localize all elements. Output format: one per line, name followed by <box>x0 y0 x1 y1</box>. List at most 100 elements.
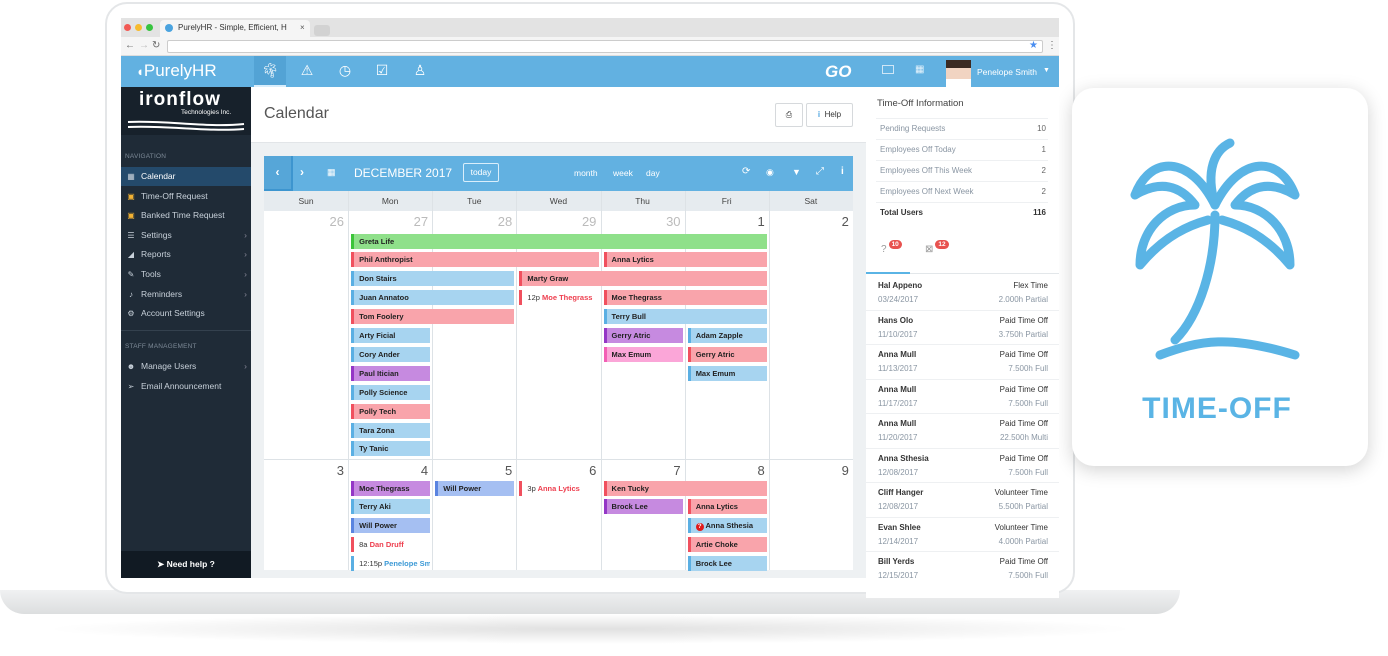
calendar-event[interactable]: Gerry Atric <box>603 328 683 343</box>
calendar-event[interactable]: Gerry Atric <box>687 346 767 362</box>
nav-time-off[interactable]: 🌴︎ <box>254 56 286 87</box>
calendar-event[interactable]: Moe Thegrass <box>351 480 431 496</box>
time-off-list-item[interactable]: Anna Mull 11/17/2017 Paid Time Off 7.500h F… <box>866 380 1059 414</box>
time-off-list-item[interactable]: Hans Olo 11/10/2017 Paid Time Off 3.750h Pa… <box>866 311 1059 345</box>
prev-month-button[interactable]: ‹ <box>264 156 293 191</box>
calendar-event[interactable]: 12p Moe Thegrass <box>519 290 598 306</box>
info-icon[interactable]: i <box>841 166 844 177</box>
nav-tasks[interactable]: ☑ <box>366 56 398 87</box>
filter-icon[interactable]: ▼ <box>792 167 801 177</box>
date-number[interactable]: 27 <box>413 214 429 229</box>
sidebar-item-time-off-request[interactable]: ▣ Time-Off Request <box>121 187 251 206</box>
calendar-event[interactable]: Tara Zona <box>351 422 431 438</box>
calendar-event[interactable]: 12:15p Penelope Smith <box>351 556 430 572</box>
calendar-picker-icon[interactable]: ▦ <box>327 167 336 177</box>
calendar-event[interactable]: Marty Graw <box>519 271 767 287</box>
browser-menu-icon[interactable]: ⋮ <box>1047 40 1057 51</box>
calendar-event[interactable]: Ty Tanic <box>351 441 431 457</box>
minimize-window-button[interactable] <box>135 24 142 31</box>
user-name[interactable]: Penelope Smith <box>977 67 1038 77</box>
date-number[interactable]: 29 <box>581 214 597 229</box>
sidebar-item-banked-time-request[interactable]: ▣ Banked Time Request <box>121 206 251 225</box>
time-off-list-item[interactable]: Hal Appeno 03/24/2017 Flex Time 2.000h Part… <box>866 276 1059 311</box>
time-off-list-item[interactable]: Anna Mull 11/13/2017 Paid Time Off 7.500h F… <box>866 345 1059 380</box>
print-button[interactable]: ⎙ <box>775 103 803 127</box>
refresh-icon[interactable]: ⟳ <box>742 166 751 177</box>
calendar-event[interactable]: Terry Bull <box>603 309 767 325</box>
date-number[interactable]: 8 <box>757 463 765 478</box>
need-help-button[interactable]: ➤ Need help ? <box>121 551 251 578</box>
calendar-event[interactable]: Tom Foolery <box>351 309 515 325</box>
bookmark-star-icon[interactable]: ★ <box>1029 40 1038 51</box>
calendar-event[interactable]: ? Anna Sthesia <box>687 518 767 534</box>
calendar-event[interactable]: Ken Tucky <box>603 480 767 496</box>
sidebar-item-calendar[interactable]: ▦ Calendar <box>121 167 251 186</box>
calendar-event[interactable]: Brock Lee <box>603 499 683 515</box>
nav-clock[interactable]: ◷ <box>329 56 361 87</box>
sidebar-item-account-settings[interactable]: ⚙ Account Settings <box>121 304 251 323</box>
calendar-event[interactable]: Artie Choke <box>687 537 767 553</box>
date-number[interactable]: 28 <box>497 214 513 229</box>
grid-icon[interactable]: ▦ <box>915 64 925 75</box>
view-month-button[interactable]: month <box>574 168 598 178</box>
sidebar-item-manage-users[interactable]: ☻ Manage Users › <box>121 357 251 376</box>
reload-icon[interactable]: ↻ <box>152 40 161 51</box>
date-number[interactable]: 3 <box>336 463 344 478</box>
expand-icon[interactable]: ⤢ <box>816 166 824 177</box>
calendar-event[interactable]: Moe Thegrass <box>603 290 767 306</box>
nav-staff[interactable]: ♙ <box>404 56 436 87</box>
tab-question-circle[interactable]: ? 10 <box>881 240 902 255</box>
avatar[interactable] <box>946 60 971 87</box>
go-logo[interactable]: GO <box>825 62 852 81</box>
eye-icon[interactable]: ◉ <box>766 167 774 177</box>
date-number[interactable]: 2 <box>841 214 849 229</box>
calendar-event[interactable]: Juan Annatoo <box>351 290 515 306</box>
date-number[interactable]: 4 <box>420 463 429 478</box>
calendar-event[interactable]: Terry Aki <box>351 499 431 515</box>
tab-calendar-x[interactable]: ⊠ 12 <box>925 240 949 255</box>
today-button[interactable]: today <box>463 163 499 182</box>
calendar-event[interactable]: Polly Tech <box>351 403 431 419</box>
user-caret-icon[interactable]: ▼ <box>1043 67 1050 74</box>
calendar-event[interactable]: Max Emum <box>603 346 683 362</box>
maximize-window-button[interactable] <box>146 24 153 31</box>
calendar-event[interactable]: Phil Anthropist <box>351 252 599 268</box>
sidebar-item-settings[interactable]: ☰ Settings › <box>121 226 251 245</box>
calendar-event[interactable]: 3p Anna Lytics <box>519 480 598 496</box>
calendar-event[interactable]: 8a Dan Druff <box>351 537 430 553</box>
calendar-event[interactable]: Paul Itician <box>351 365 431 381</box>
calendar-event[interactable]: Polly Science <box>351 384 431 400</box>
new-tab-button[interactable] <box>314 25 330 36</box>
close-window-button[interactable] <box>124 24 131 31</box>
view-week-button[interactable]: week <box>613 168 633 178</box>
sidebar-item-email-announcement[interactable]: ➢ Email Announcement <box>121 377 251 396</box>
calendar-event[interactable]: Anna Lytics <box>687 499 767 515</box>
sidebar-item-reminders[interactable]: ♪ Reminders › <box>121 285 251 304</box>
calendar-event[interactable]: Max Emum <box>687 365 767 381</box>
calendar-event[interactable]: Brock Lee <box>687 556 767 572</box>
calendar-event[interactable]: Will Power <box>351 518 431 534</box>
calendar-event[interactable]: Will Power <box>435 480 515 496</box>
calendar-event[interactable]: Arty Ficial <box>351 328 431 343</box>
sidebar-item-tools[interactable]: ✎ Tools › <box>121 265 251 284</box>
time-off-list-item[interactable]: Cliff Hanger 12/08/2017 Volunteer Time 5.50… <box>866 483 1059 518</box>
date-number[interactable]: 30 <box>666 214 681 229</box>
browser-tab[interactable]: PurelyHR - Simple, Efficient, H <box>160 20 310 37</box>
date-number[interactable]: 1 <box>757 214 765 229</box>
date-number[interactable]: 7 <box>673 463 681 478</box>
view-day-button[interactable]: day <box>646 168 660 178</box>
date-number[interactable]: 5 <box>505 463 513 478</box>
url-input[interactable] <box>167 40 1043 53</box>
brand-logo[interactable]: ◖PurelyHR <box>136 61 217 81</box>
calendar-event[interactable]: Cory Ander <box>351 346 431 362</box>
id-card-icon[interactable] <box>882 65 894 74</box>
time-off-list-item[interactable]: Anna Sthesia 12/08/2017 Paid Time Off 7.500… <box>866 449 1059 483</box>
date-number[interactable]: 9 <box>841 463 849 478</box>
back-icon[interactable]: ← <box>125 40 135 51</box>
calendar-event[interactable]: Anna Lytics <box>603 252 767 268</box>
next-month-button[interactable]: › <box>300 165 304 179</box>
calendar-event[interactable]: Adam Zapple <box>687 328 767 343</box>
forward-icon[interactable]: → <box>139 40 149 51</box>
time-off-list-item[interactable]: Evan Shlee 12/14/2017 Volunteer Time 4.000h… <box>866 518 1059 552</box>
nav-alerts[interactable]: ⚠ <box>291 56 323 87</box>
